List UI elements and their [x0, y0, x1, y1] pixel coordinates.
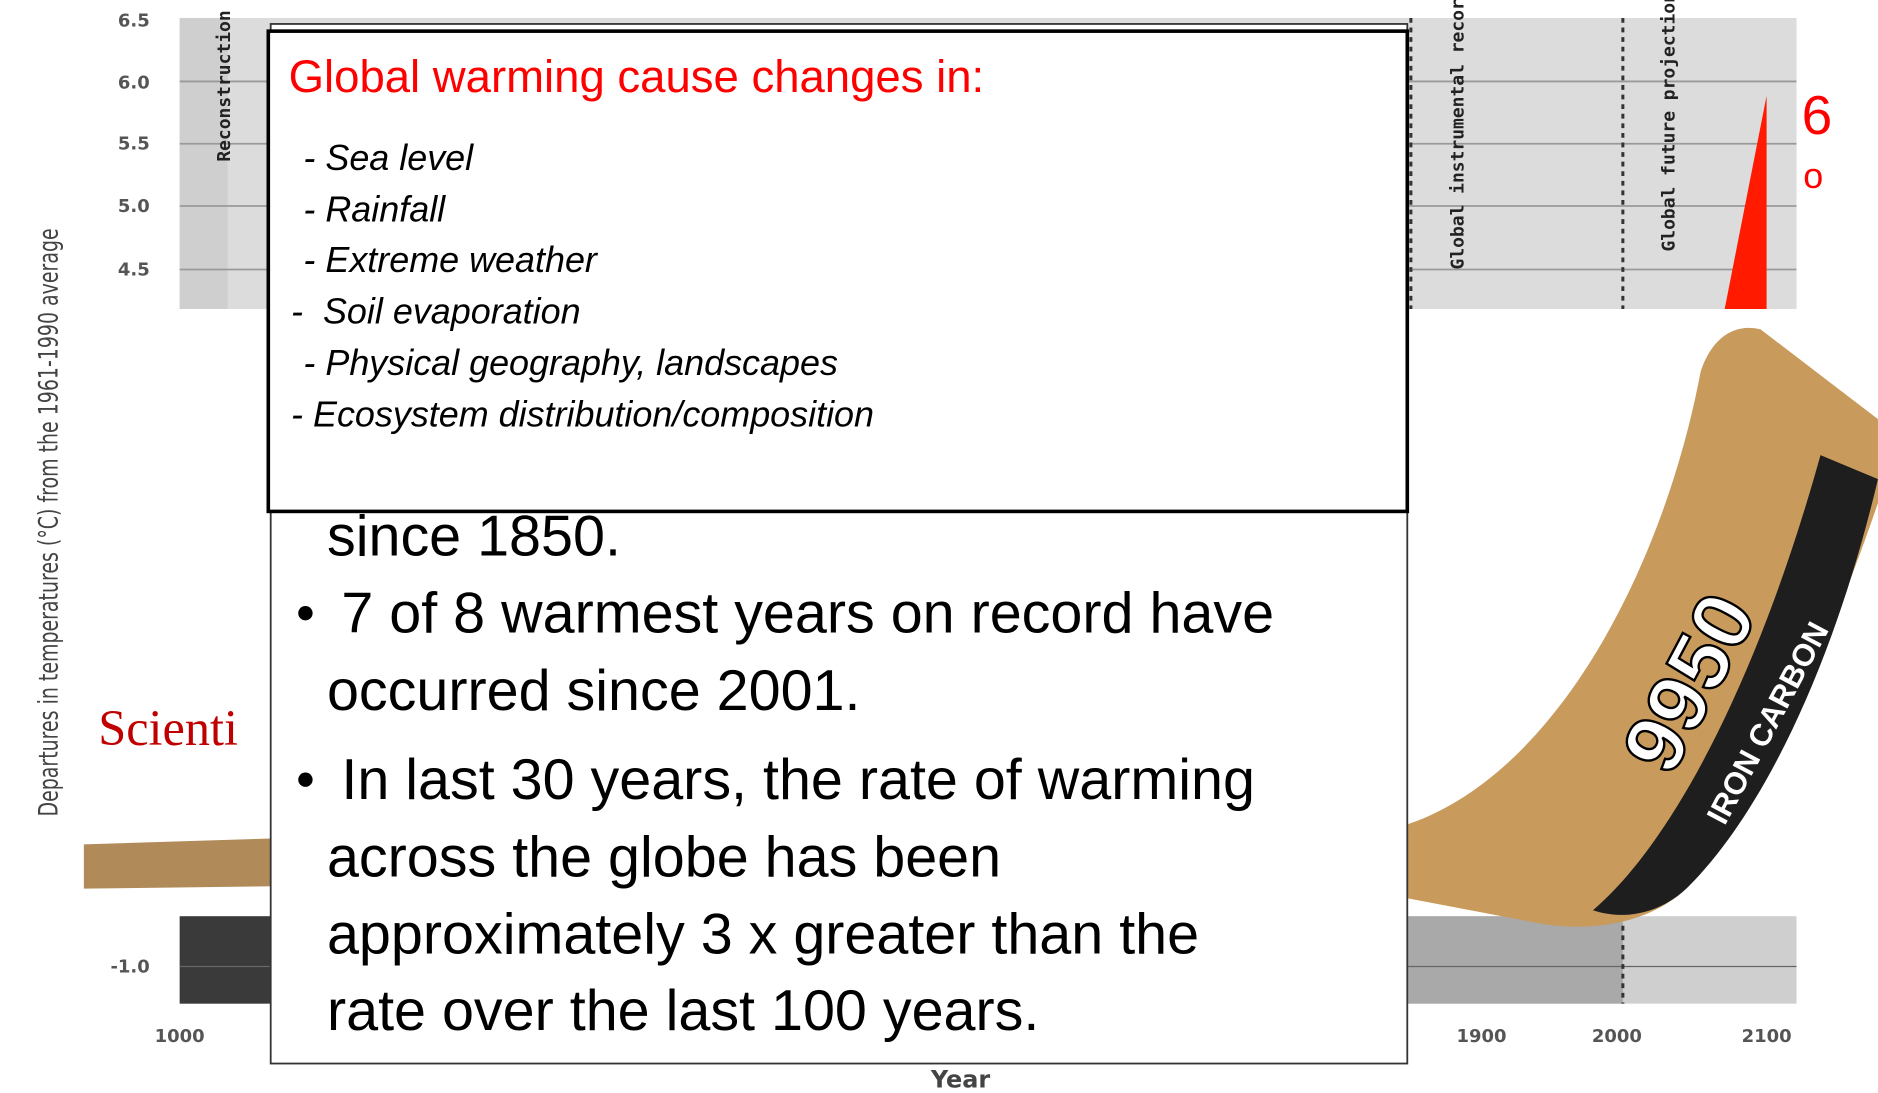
bullet-line: rate over the last 100 years.	[327, 979, 1039, 1043]
bullet-line: 7 of 8 warmest years on record have	[341, 581, 1274, 645]
side-number: 6	[1802, 84, 1833, 146]
y-tick-label: 6.5	[118, 10, 150, 31]
x-tick-label: 1000	[155, 1026, 205, 1047]
partial-heading: Scienti	[98, 700, 238, 756]
popup-title: Global warming cause changes in:	[289, 51, 985, 102]
y-tick-label: 5.5	[118, 134, 150, 155]
period-label: Global future projections	[1658, 0, 1679, 252]
period-label: Reconstruction	[214, 10, 235, 161]
lower-band-dark	[180, 916, 276, 1003]
y-tick-label: -1.0	[110, 957, 149, 978]
hockey-stick-shaft	[84, 838, 276, 888]
page: { "chart": { "y_axis_label": "Departures…	[0, 0, 1878, 1093]
popup-item: - Rainfall	[293, 189, 446, 230]
bullet-line: across the globe has been	[327, 826, 1001, 890]
period-label: Global instrumental record	[1448, 0, 1469, 269]
lower-band-mid	[1407, 916, 1623, 1003]
bullet-dot	[298, 773, 312, 787]
popup-item: - Physical geography, landscapes	[293, 342, 837, 383]
x-axis-label: Year	[930, 1065, 991, 1093]
x-tick-label: 2100	[1742, 1026, 1792, 1047]
popup-item: - Ecosystem distribution/composition	[291, 393, 874, 434]
bullet-line: occurred since 2001.	[327, 659, 861, 723]
x-tick-label: 2000	[1592, 1026, 1642, 1047]
y-tick-label: 5.0	[118, 196, 150, 217]
slide: 9950 IRON CARBON 6.5 6.0 5.5 5.0 4.5 -1.…	[0, 0, 1878, 1093]
popup-item: - Extreme weather	[293, 239, 598, 280]
y-tick-label: 4.5	[118, 259, 150, 280]
popup-item: - Sea level	[293, 137, 474, 178]
side-degree: o	[1803, 155, 1823, 196]
y-axis-label: Departures in temperatures (°C) from the…	[35, 228, 65, 816]
y-tick-label: 6.0	[118, 73, 150, 94]
bullet-dot	[298, 606, 312, 620]
popup-item: - Soil evaporation	[291, 290, 581, 331]
bullet-line: since 1850.	[327, 505, 621, 569]
bullet-line: approximately 3 x greater than the	[327, 902, 1199, 966]
bullet-line: In last 30 years, the rate of warming	[341, 748, 1255, 812]
x-tick-label: 1900	[1457, 1026, 1507, 1047]
